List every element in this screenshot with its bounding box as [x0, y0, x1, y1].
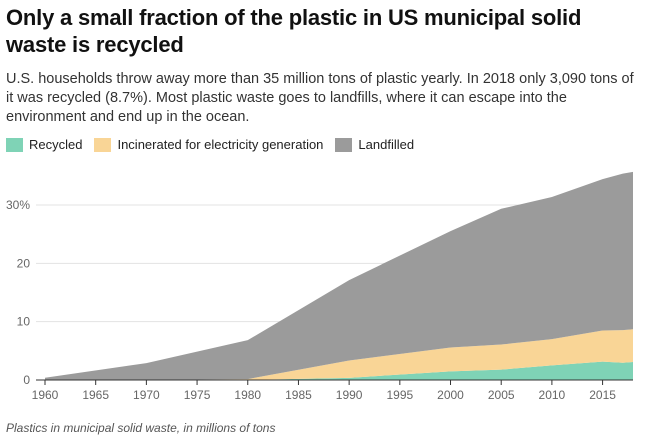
legend-swatch-recycled: [6, 137, 23, 152]
x-tick-label-1960: 1960: [32, 388, 59, 402]
legend: Recycled Incinerated for electricity gen…: [6, 137, 426, 152]
legend-label-incinerated: Incinerated for electricity generation: [117, 137, 324, 152]
area-recycled: [45, 361, 633, 380]
x-tick-label-2000: 2000: [437, 388, 464, 402]
y-tick-label-10: 10: [17, 315, 31, 329]
area-incinerated: [45, 329, 633, 380]
chart-caption: Plastics in municipal solid waste, in mi…: [6, 421, 276, 435]
x-tick-label-1970: 1970: [133, 388, 160, 402]
legend-item-incinerated: Incinerated for electricity generation: [94, 137, 323, 152]
y-tick-label-30: 30%: [6, 198, 30, 212]
y-tick-label-0: 0: [23, 373, 30, 387]
legend-item-landfilled: Landfilled: [335, 137, 414, 152]
axes: 0 10 20 30% 1960 1965 1970 1975 1980 1985 1990 1995…: [6, 198, 633, 402]
x-tick-label-1990: 1990: [336, 388, 363, 402]
area-landfilled: [45, 171, 633, 380]
x-tick-label-1985: 1985: [285, 388, 312, 402]
legend-label-landfilled: Landfilled: [358, 137, 415, 152]
legend-item-recycled: Recycled: [6, 137, 82, 152]
chart-title: Only a small fraction of the plastic in …: [6, 5, 582, 57]
x-tick-label-1975: 1975: [184, 388, 211, 402]
x-tick-label-2010: 2010: [539, 388, 566, 402]
x-tick-label-1965: 1965: [82, 388, 109, 402]
chart-subtitle: U.S. households throw away more than 35 …: [6, 71, 634, 125]
legend-label-recycled: Recycled: [29, 137, 83, 152]
legend-swatch-incinerated: [94, 137, 112, 152]
x-tick-label-1995: 1995: [386, 388, 413, 402]
x-tick-label-2015: 2015: [589, 388, 616, 402]
x-tick-label-1980: 1980: [234, 388, 261, 402]
y-tick-label-20: 20: [17, 256, 31, 270]
stacked-areas: [45, 171, 633, 380]
legend-swatch-landfilled: [335, 137, 353, 152]
x-tick-label-2005: 2005: [488, 388, 515, 402]
